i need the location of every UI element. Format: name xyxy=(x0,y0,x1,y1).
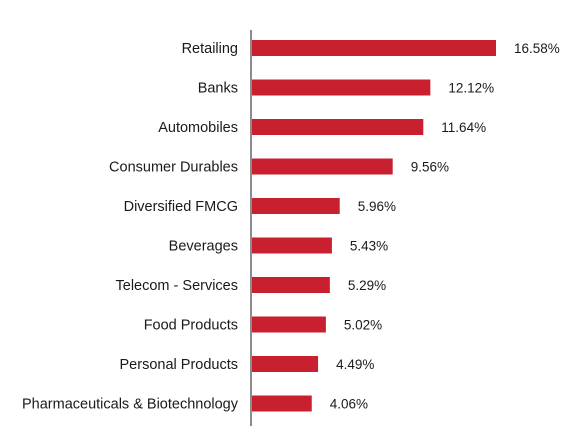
category-label: Beverages xyxy=(169,239,238,255)
category-label: Retailing xyxy=(182,41,238,57)
bar-4 xyxy=(252,198,340,214)
category-label: Consumer Durables xyxy=(109,160,238,176)
value-label: 5.96% xyxy=(358,199,396,214)
value-label: 5.02% xyxy=(344,318,382,333)
value-labels-group: 16.58% 12.12% 11.64% 9.56% 5.96% 5.43% 5.29% 5.… xyxy=(330,41,560,412)
category-labels-group: Retailing Banks Automobiles Consumer Durabl… xyxy=(22,41,239,413)
bar-3 xyxy=(252,158,393,175)
category-label: Automobiles xyxy=(158,120,238,136)
category-label: Food Products xyxy=(144,318,238,334)
bar-6 xyxy=(252,277,330,293)
bar-2 xyxy=(252,119,424,135)
category-label: Personal Products xyxy=(120,357,238,373)
value-label: 4.06% xyxy=(330,397,368,412)
bar-0 xyxy=(252,40,496,56)
category-label: Banks xyxy=(198,81,238,97)
bar-1 xyxy=(252,79,431,96)
value-label: 5.29% xyxy=(348,278,386,293)
bar-8 xyxy=(252,356,319,372)
bar-5 xyxy=(252,237,332,254)
value-label: 5.43% xyxy=(350,239,388,254)
value-label: 16.58% xyxy=(514,41,560,56)
category-label: Diversified FMCG xyxy=(124,199,238,215)
value-label: 4.49% xyxy=(336,357,374,372)
value-label: 9.56% xyxy=(411,160,449,175)
bars-group xyxy=(252,40,496,412)
category-label: Pharmaceuticals & Biotechnology xyxy=(22,397,239,413)
bar-7 xyxy=(252,316,326,333)
value-label: 12.12% xyxy=(448,81,494,96)
value-label: 11.64% xyxy=(441,120,486,135)
category-label: Telecom - Services xyxy=(116,278,238,294)
bar-9 xyxy=(252,395,312,412)
